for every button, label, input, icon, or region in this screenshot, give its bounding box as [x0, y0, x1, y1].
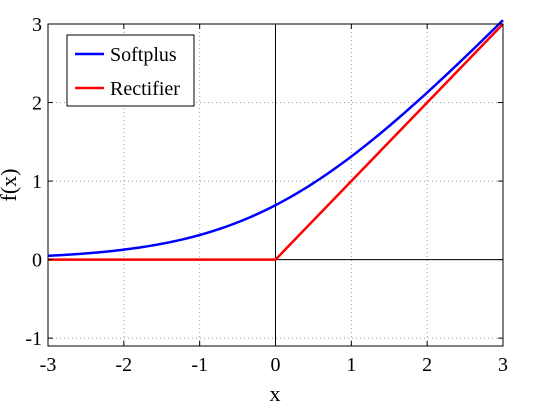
- y-axis-label: f(x): [0, 169, 21, 202]
- x-tick-label: 0: [271, 354, 281, 376]
- y-tick-label: 0: [32, 250, 42, 272]
- legend-label-rectifier: Rectifier: [110, 78, 180, 100]
- legend: Softplus Rectifier: [66, 34, 195, 107]
- legend-label-softplus: Softplus: [110, 44, 177, 66]
- y-tick-label: 1: [32, 171, 42, 193]
- x-tick-label: 3: [498, 354, 508, 376]
- x-tick-label: -2: [115, 354, 132, 376]
- y-tick-label: 3: [32, 14, 42, 36]
- x-tick-label: 1: [346, 354, 356, 376]
- series-group: [47, 19, 504, 261]
- x-tick-label: -3: [40, 354, 57, 376]
- ticks: [48, 24, 503, 346]
- legend-box: [66, 34, 195, 107]
- series-line-softplus: [47, 19, 504, 258]
- x-axis-label: x: [270, 381, 281, 406]
- tick-labels: -3 -2 -1 0 1 2 3 -1 0 1 2 3: [25, 14, 508, 376]
- series-line-rectifier: [48, 23, 504, 261]
- y-tick-label: 2: [32, 93, 42, 115]
- x-tick-label: 2: [422, 354, 432, 376]
- y-tick-label: -1: [25, 328, 42, 350]
- x-tick-label: -1: [191, 354, 208, 376]
